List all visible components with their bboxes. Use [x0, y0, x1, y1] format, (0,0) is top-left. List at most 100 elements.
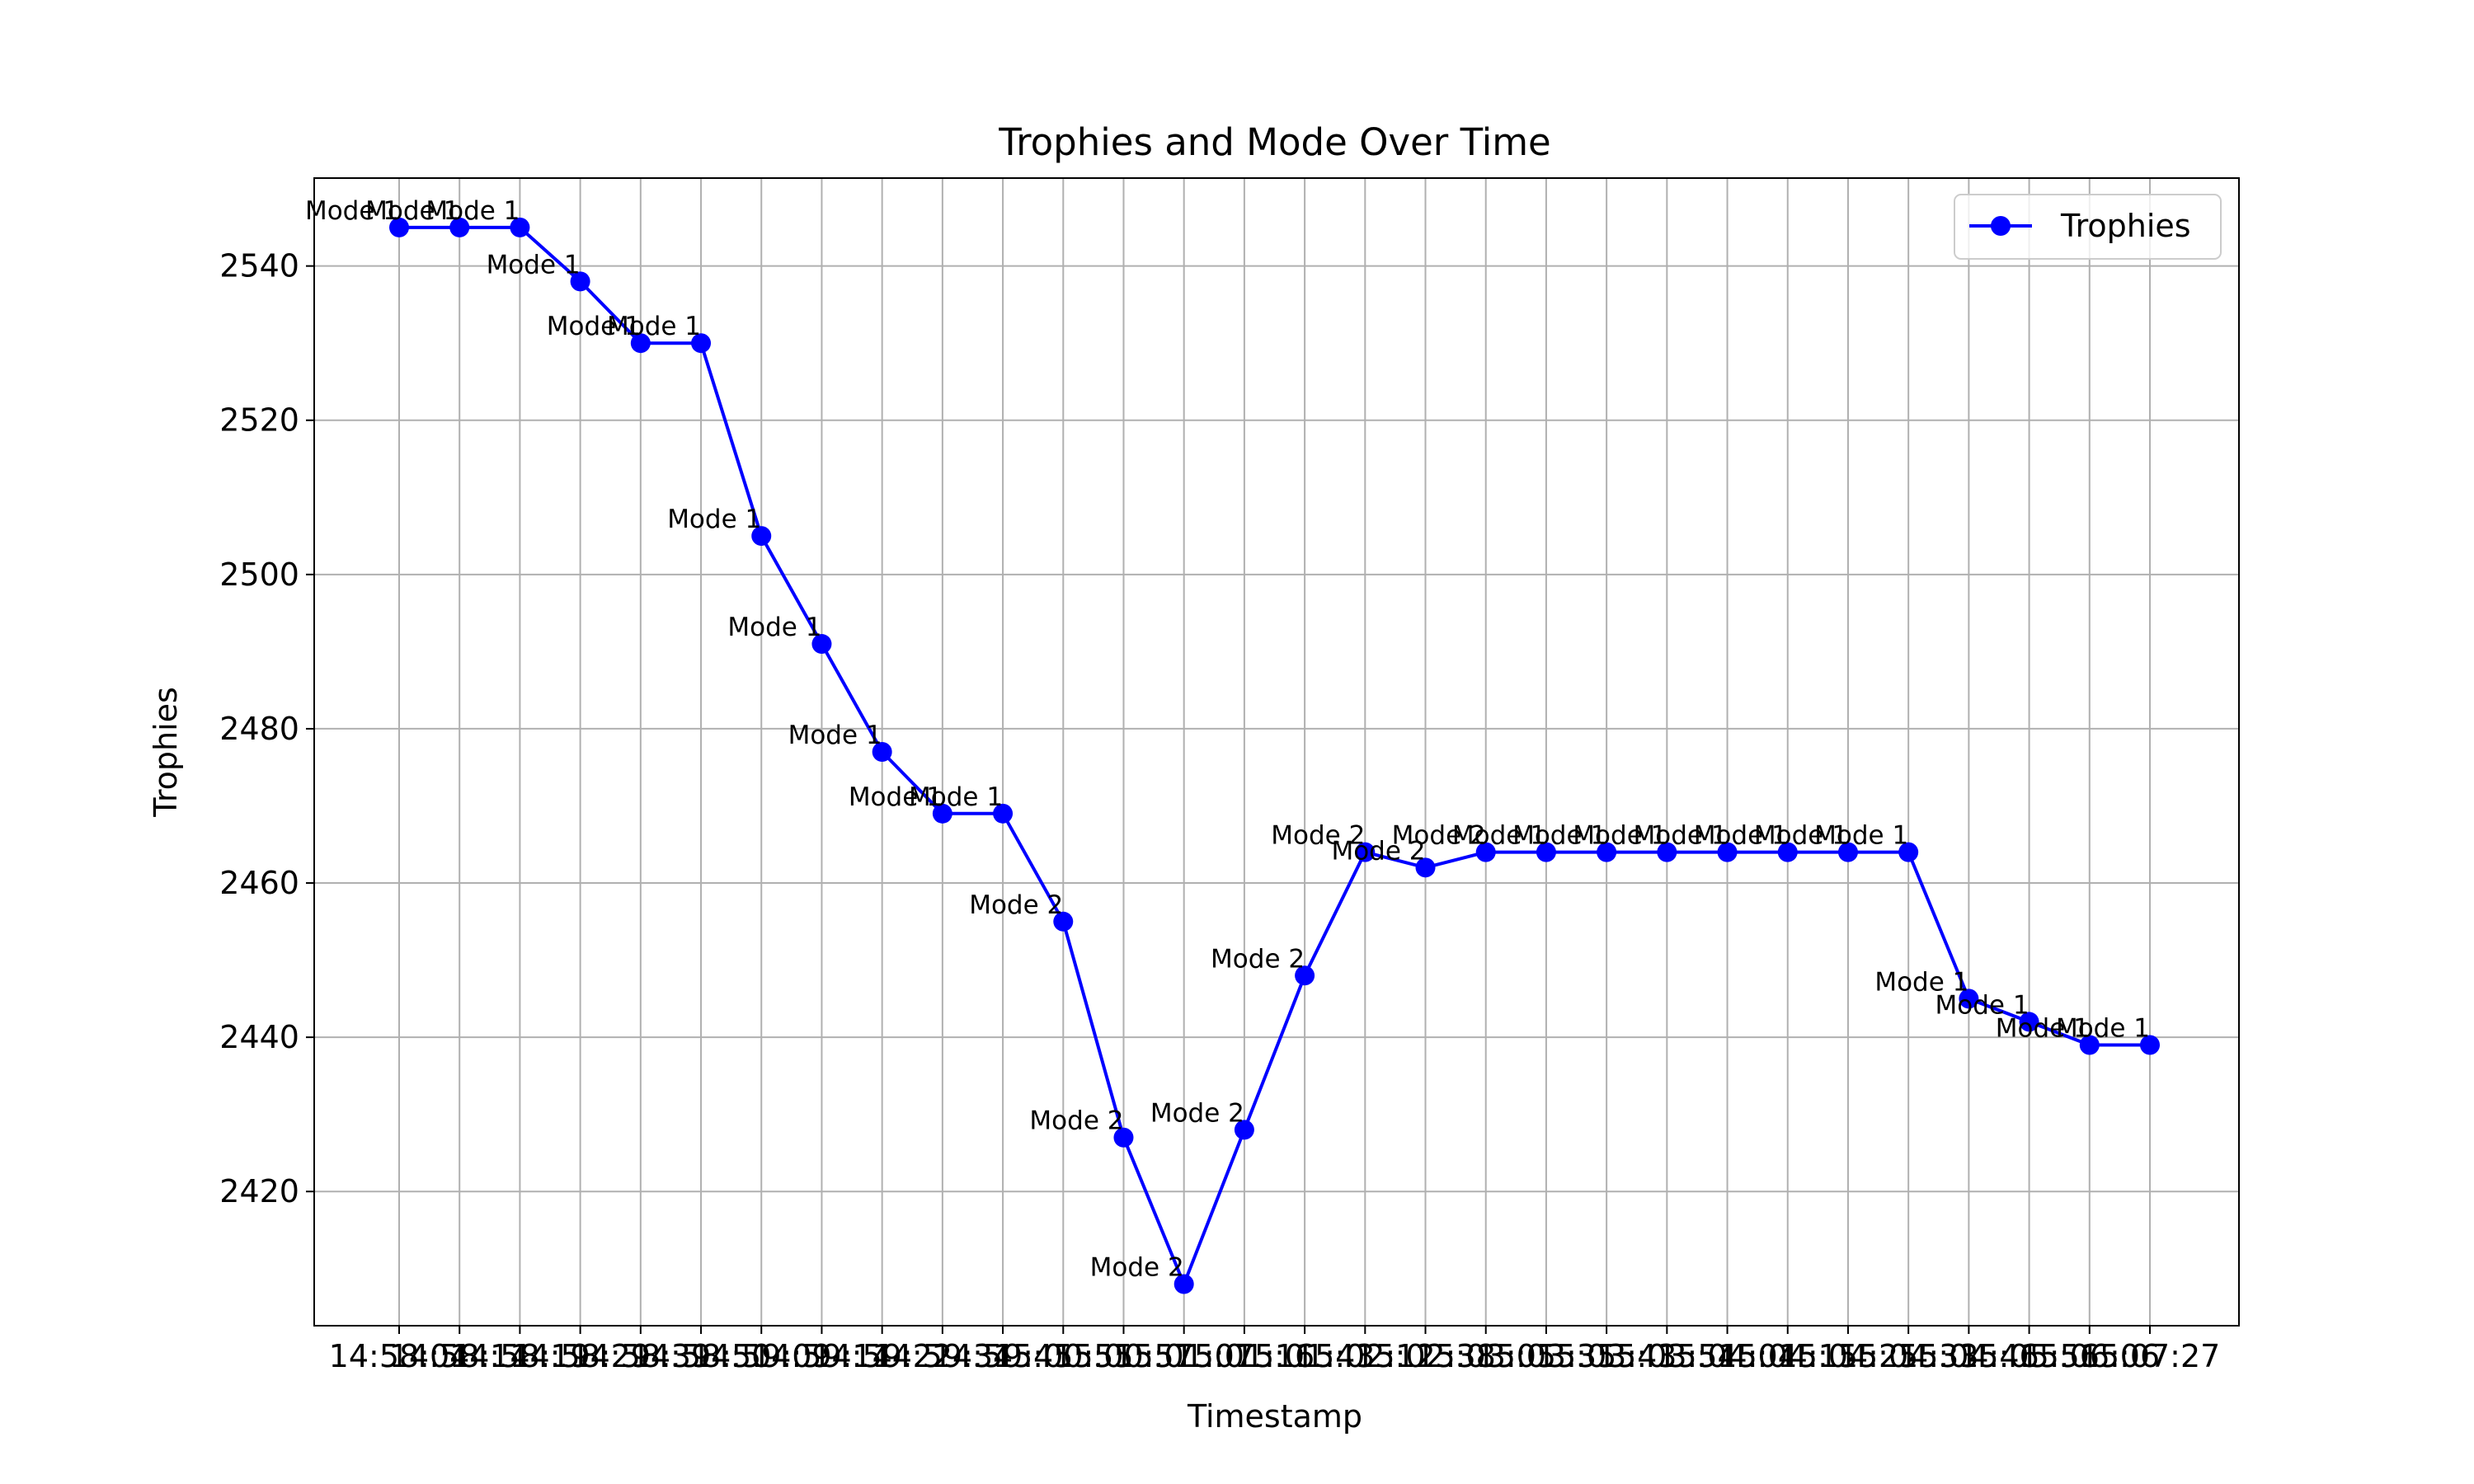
data-point: [1959, 989, 1979, 1009]
x-tick-label: 15:02:12: [1295, 1338, 1436, 1374]
legend-box: [1954, 194, 2222, 260]
series-trophies: [389, 217, 2160, 1294]
point-label: Mode 2: [1090, 1252, 1184, 1282]
chart-title: Trophies and Mode Over Time: [998, 120, 1551, 164]
data-point: [811, 634, 832, 655]
point-label: Mode 1: [788, 721, 882, 750]
data-point: [1053, 911, 1074, 932]
point-label: Mode 2: [1331, 836, 1425, 866]
y-tick-label: 2420: [219, 1173, 299, 1209]
x-tick-label: 15:01:16: [1174, 1338, 1315, 1374]
x-tick-label: 14:59:09: [691, 1338, 832, 1374]
data-point: [570, 271, 590, 292]
data-point: [1234, 1120, 1254, 1140]
point-label: Mode 1: [1452, 821, 1546, 851]
point-label: Mode 1: [1694, 821, 1788, 851]
data-point: [993, 803, 1014, 824]
grid: [314, 178, 2239, 1326]
y-tick-label: 2520: [219, 402, 299, 439]
point-label: Mode 1: [849, 782, 943, 812]
y-tick-label: 2460: [219, 865, 299, 901]
x-tick-label: 15:00:57: [1053, 1338, 1194, 1374]
y-tick-label: 2540: [219, 248, 299, 284]
data-point: [1475, 842, 1496, 862]
x-tick-label: 14:58:29: [510, 1338, 651, 1374]
point-label: Mode 1: [1874, 967, 1968, 997]
x-tick-label: 14:58:50: [631, 1338, 772, 1374]
point-label: Mode 2: [1150, 1098, 1244, 1128]
point-label: Mode 1: [305, 196, 399, 226]
x-tick-label: 15:02:38: [1355, 1338, 1496, 1374]
data-point: [630, 333, 651, 354]
point-label: Mode 1: [2056, 1013, 2150, 1043]
x-tick-label: 15:07:27: [2080, 1338, 2221, 1374]
point-label: Mode 2: [969, 890, 1063, 920]
x-tick-label: 15:01:43: [1235, 1338, 1376, 1374]
x-tick-label: 14:59:45: [933, 1338, 1074, 1374]
axis-ticks: 14:58:0414:58:1414:58:1914:58:2914:58:39…: [219, 248, 2220, 1374]
x-tick-label: 15:03:05: [1415, 1338, 1556, 1374]
data-point: [1717, 842, 1738, 862]
point-label: Mode 1: [1814, 821, 1908, 851]
y-tick-label: 2480: [219, 711, 299, 747]
x-tick-label: 14:59:14: [751, 1338, 892, 1374]
data-point: [1777, 842, 1798, 862]
legend-label-trophies: Trophies: [2060, 208, 2191, 244]
point-label: Mode 1: [365, 196, 459, 226]
x-tick-label: 15:03:54: [1597, 1338, 1738, 1374]
x-tick-label: 14:58:04: [329, 1338, 470, 1374]
x-tick-label: 15:04:33: [1838, 1338, 1979, 1374]
x-tick-label: 15:03:35: [1476, 1338, 1617, 1374]
point-label: Mode 2: [1392, 821, 1486, 851]
data-point: [389, 217, 409, 237]
data-point: [1536, 842, 1556, 862]
x-tick-label: 14:59:34: [872, 1338, 1014, 1374]
point-label: Mode 1: [909, 782, 1003, 812]
point-label: Mode 1: [1754, 821, 1848, 851]
point-label: Mode 1: [607, 312, 701, 341]
data-point: [751, 526, 772, 547]
x-tick-label: 15:04:04: [1657, 1338, 1798, 1374]
point-label: Mode 1: [547, 312, 641, 341]
point-label: Mode 1: [667, 505, 761, 534]
x-tick-label: 15:04:15: [1717, 1338, 1858, 1374]
x-tick-label: 15:04:25: [1778, 1338, 1919, 1374]
data-point: [1355, 842, 1376, 862]
x-tick-label: 15:05:56: [1959, 1338, 2100, 1374]
data-point: [872, 742, 892, 762]
data-point: [932, 803, 952, 824]
y-tick-label: 2440: [219, 1019, 299, 1055]
x-tick-label: 14:58:39: [570, 1338, 711, 1374]
legend: Trophies: [1954, 194, 2222, 260]
data-point: [691, 333, 712, 354]
point-label: Mode 2: [1029, 1106, 1123, 1136]
x-tick-label: 15:06:06: [2019, 1338, 2160, 1374]
data-point: [1837, 842, 1858, 862]
x-axis-label: Timestamp: [1187, 1398, 1362, 1435]
point-label: Mode 1: [1935, 990, 2030, 1020]
legend-marker-swatch: [1991, 216, 2011, 236]
point-label: Mode 2: [1271, 821, 1365, 851]
point-label: Mode 1: [426, 196, 520, 226]
x-tick-label: 14:58:14: [389, 1338, 530, 1374]
data-point: [449, 217, 470, 237]
x-tick-label: 15:04:46: [1898, 1338, 2039, 1374]
x-tick-label: 14:58:19: [449, 1338, 590, 1374]
data-point: [1113, 1127, 1134, 1148]
series-line-trophies: [399, 225, 2150, 1286]
point-label: Mode 1: [1573, 821, 1667, 851]
point-label: Mode 1: [1512, 821, 1606, 851]
y-tick-label: 2500: [219, 556, 299, 593]
y-axis-label: Trophies: [148, 687, 184, 818]
data-point: [2019, 1012, 2039, 1032]
point-label: Mode 2: [1211, 944, 1305, 974]
data-point: [1415, 857, 1436, 878]
x-tick-label: 15:01:07: [1113, 1338, 1254, 1374]
point-label: Mode 1: [1996, 1013, 2090, 1043]
data-point: [1657, 842, 1677, 862]
data-point: [2140, 1035, 2160, 1055]
point-label: Mode 1: [1634, 821, 1728, 851]
plot-area: [313, 177, 2240, 1327]
